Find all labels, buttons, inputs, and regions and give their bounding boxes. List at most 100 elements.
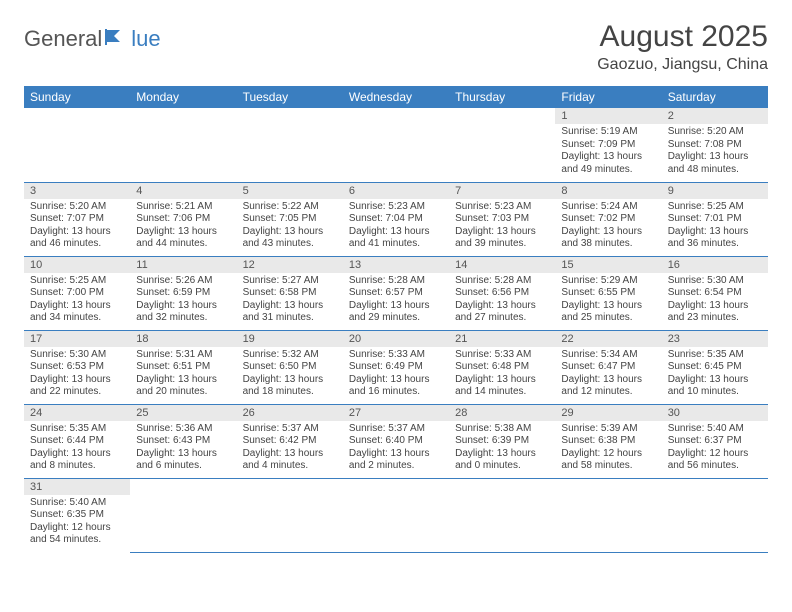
calendar-empty — [449, 108, 555, 182]
day-number: 26 — [237, 405, 343, 421]
day-details: Sunrise: 5:35 AMSunset: 6:45 PMDaylight:… — [662, 347, 768, 403]
calendar-day: 3Sunrise: 5:20 AMSunset: 7:07 PMDaylight… — [24, 182, 130, 256]
dow-header: Saturday — [662, 86, 768, 108]
calendar-empty — [130, 108, 236, 182]
day-details: Sunrise: 5:39 AMSunset: 6:38 PMDaylight:… — [555, 421, 661, 477]
calendar-empty — [662, 478, 768, 552]
calendar-week: 17Sunrise: 5:30 AMSunset: 6:53 PMDayligh… — [24, 330, 768, 404]
calendar-day: 21Sunrise: 5:33 AMSunset: 6:48 PMDayligh… — [449, 330, 555, 404]
calendar-day: 23Sunrise: 5:35 AMSunset: 6:45 PMDayligh… — [662, 330, 768, 404]
dow-header: Friday — [555, 86, 661, 108]
day-details: Sunrise: 5:37 AMSunset: 6:42 PMDaylight:… — [237, 421, 343, 477]
calendar-empty — [237, 108, 343, 182]
day-number: 7 — [449, 183, 555, 199]
day-number: 12 — [237, 257, 343, 273]
calendar-day: 5Sunrise: 5:22 AMSunset: 7:05 PMDaylight… — [237, 182, 343, 256]
day-number: 18 — [130, 331, 236, 347]
calendar-week: 3Sunrise: 5:20 AMSunset: 7:07 PMDaylight… — [24, 182, 768, 256]
day-details: Sunrise: 5:34 AMSunset: 6:47 PMDaylight:… — [555, 347, 661, 403]
calendar-empty — [24, 108, 130, 182]
day-number: 28 — [449, 405, 555, 421]
day-details: Sunrise: 5:40 AMSunset: 6:35 PMDaylight:… — [24, 495, 130, 551]
dow-header: Wednesday — [343, 86, 449, 108]
dow-header: Sunday — [24, 86, 130, 108]
day-number: 8 — [555, 183, 661, 199]
calendar-day: 6Sunrise: 5:23 AMSunset: 7:04 PMDaylight… — [343, 182, 449, 256]
logo-text-right: lue — [131, 26, 160, 52]
calendar-table: SundayMondayTuesdayWednesdayThursdayFrid… — [24, 86, 768, 553]
day-details: Sunrise: 5:23 AMSunset: 7:04 PMDaylight:… — [343, 199, 449, 255]
day-details: Sunrise: 5:32 AMSunset: 6:50 PMDaylight:… — [237, 347, 343, 403]
day-details: Sunrise: 5:37 AMSunset: 6:40 PMDaylight:… — [343, 421, 449, 477]
day-number: 3 — [24, 183, 130, 199]
day-number: 6 — [343, 183, 449, 199]
calendar-empty — [555, 478, 661, 552]
day-details: Sunrise: 5:38 AMSunset: 6:39 PMDaylight:… — [449, 421, 555, 477]
day-number: 16 — [662, 257, 768, 273]
page-header: General lue August 2025 Gaozuo, Jiangsu,… — [24, 20, 768, 74]
calendar-empty — [449, 478, 555, 552]
day-details: Sunrise: 5:23 AMSunset: 7:03 PMDaylight:… — [449, 199, 555, 255]
calendar-empty — [130, 478, 236, 552]
day-number: 5 — [237, 183, 343, 199]
day-details: Sunrise: 5:33 AMSunset: 6:49 PMDaylight:… — [343, 347, 449, 403]
day-number: 17 — [24, 331, 130, 347]
day-details: Sunrise: 5:35 AMSunset: 6:44 PMDaylight:… — [24, 421, 130, 477]
day-details: Sunrise: 5:36 AMSunset: 6:43 PMDaylight:… — [130, 421, 236, 477]
calendar-day: 14Sunrise: 5:28 AMSunset: 6:56 PMDayligh… — [449, 256, 555, 330]
day-number: 9 — [662, 183, 768, 199]
calendar-day: 22Sunrise: 5:34 AMSunset: 6:47 PMDayligh… — [555, 330, 661, 404]
day-details: Sunrise: 5:22 AMSunset: 7:05 PMDaylight:… — [237, 199, 343, 255]
day-number: 10 — [24, 257, 130, 273]
calendar-day: 25Sunrise: 5:36 AMSunset: 6:43 PMDayligh… — [130, 404, 236, 478]
day-details: Sunrise: 5:31 AMSunset: 6:51 PMDaylight:… — [130, 347, 236, 403]
calendar-page: General lue August 2025 Gaozuo, Jiangsu,… — [0, 0, 792, 573]
day-number: 13 — [343, 257, 449, 273]
day-details: Sunrise: 5:24 AMSunset: 7:02 PMDaylight:… — [555, 199, 661, 255]
calendar-day: 9Sunrise: 5:25 AMSunset: 7:01 PMDaylight… — [662, 182, 768, 256]
day-details: Sunrise: 5:25 AMSunset: 7:00 PMDaylight:… — [24, 273, 130, 329]
calendar-day: 13Sunrise: 5:28 AMSunset: 6:57 PMDayligh… — [343, 256, 449, 330]
day-details: Sunrise: 5:20 AMSunset: 7:07 PMDaylight:… — [24, 199, 130, 255]
day-number: 20 — [343, 331, 449, 347]
calendar-week: 24Sunrise: 5:35 AMSunset: 6:44 PMDayligh… — [24, 404, 768, 478]
day-number: 30 — [662, 405, 768, 421]
calendar-day: 4Sunrise: 5:21 AMSunset: 7:06 PMDaylight… — [130, 182, 236, 256]
day-number: 29 — [555, 405, 661, 421]
calendar-day: 15Sunrise: 5:29 AMSunset: 6:55 PMDayligh… — [555, 256, 661, 330]
calendar-day: 7Sunrise: 5:23 AMSunset: 7:03 PMDaylight… — [449, 182, 555, 256]
location-subtitle: Gaozuo, Jiangsu, China — [597, 56, 768, 74]
calendar-day: 30Sunrise: 5:40 AMSunset: 6:37 PMDayligh… — [662, 404, 768, 478]
calendar-day: 29Sunrise: 5:39 AMSunset: 6:38 PMDayligh… — [555, 404, 661, 478]
calendar-day: 11Sunrise: 5:26 AMSunset: 6:59 PMDayligh… — [130, 256, 236, 330]
calendar-empty — [237, 478, 343, 552]
day-details: Sunrise: 5:28 AMSunset: 6:56 PMDaylight:… — [449, 273, 555, 329]
calendar-day: 16Sunrise: 5:30 AMSunset: 6:54 PMDayligh… — [662, 256, 768, 330]
calendar-day: 17Sunrise: 5:30 AMSunset: 6:53 PMDayligh… — [24, 330, 130, 404]
calendar-day: 20Sunrise: 5:33 AMSunset: 6:49 PMDayligh… — [343, 330, 449, 404]
day-details: Sunrise: 5:30 AMSunset: 6:53 PMDaylight:… — [24, 347, 130, 403]
day-number: 21 — [449, 331, 555, 347]
calendar-day: 24Sunrise: 5:35 AMSunset: 6:44 PMDayligh… — [24, 404, 130, 478]
day-number: 15 — [555, 257, 661, 273]
day-details: Sunrise: 5:27 AMSunset: 6:58 PMDaylight:… — [237, 273, 343, 329]
day-number: 14 — [449, 257, 555, 273]
calendar-day: 19Sunrise: 5:32 AMSunset: 6:50 PMDayligh… — [237, 330, 343, 404]
flag-icon — [105, 28, 127, 51]
day-number: 31 — [24, 479, 130, 495]
dow-header: Thursday — [449, 86, 555, 108]
calendar-day: 27Sunrise: 5:37 AMSunset: 6:40 PMDayligh… — [343, 404, 449, 478]
day-details: Sunrise: 5:28 AMSunset: 6:57 PMDaylight:… — [343, 273, 449, 329]
day-number: 19 — [237, 331, 343, 347]
logo-text-left: General — [24, 26, 102, 52]
calendar-week: 10Sunrise: 5:25 AMSunset: 7:00 PMDayligh… — [24, 256, 768, 330]
calendar-day: 1Sunrise: 5:19 AMSunset: 7:09 PMDaylight… — [555, 108, 661, 182]
day-details: Sunrise: 5:33 AMSunset: 6:48 PMDaylight:… — [449, 347, 555, 403]
day-number: 22 — [555, 331, 661, 347]
brand-logo: General lue — [24, 20, 161, 52]
calendar-day: 10Sunrise: 5:25 AMSunset: 7:00 PMDayligh… — [24, 256, 130, 330]
dow-header: Monday — [130, 86, 236, 108]
calendar-day: 26Sunrise: 5:37 AMSunset: 6:42 PMDayligh… — [237, 404, 343, 478]
calendar-body: 1Sunrise: 5:19 AMSunset: 7:09 PMDaylight… — [24, 108, 768, 552]
day-details: Sunrise: 5:21 AMSunset: 7:06 PMDaylight:… — [130, 199, 236, 255]
